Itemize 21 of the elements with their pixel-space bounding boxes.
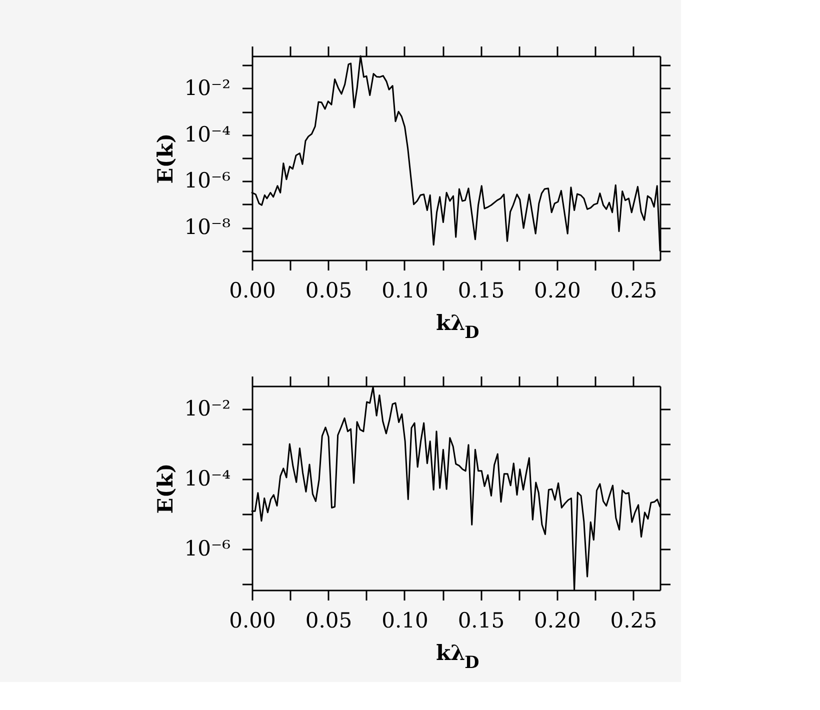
x-tick-label: 0.20 [534,278,581,302]
y-tick-label: 10⁻⁴ [184,122,230,146]
x-tick-label: 0.00 [229,608,276,632]
y-tick-label: 10⁻⁴ [184,466,230,490]
x-tick-label: 0.05 [305,608,352,632]
x-tick-label: 0.15 [458,608,505,632]
y-axis-title: E(k) [152,463,178,514]
x-tick-label: 0.05 [305,278,352,302]
x-tick-label: 0.15 [458,278,505,302]
y-tick-label: 10⁻⁶ [184,536,230,560]
x-tick-label: 0.10 [382,278,428,302]
x-tick-label: 0.00 [229,278,276,302]
y-tick-label: 10⁻² [184,76,230,100]
y-tick-label: 10⁻² [184,396,230,421]
y-tick-label: 10⁻⁶ [184,168,230,193]
x-tick-label: 0.20 [534,608,581,632]
x-tick-label: 0.25 [610,278,658,302]
y-tick-label: 10⁻⁸ [184,215,230,240]
x-tick-label: 0.10 [382,608,428,632]
y-axis-title: E(k) [152,133,178,184]
x-tick-label: 0.25 [610,608,658,632]
